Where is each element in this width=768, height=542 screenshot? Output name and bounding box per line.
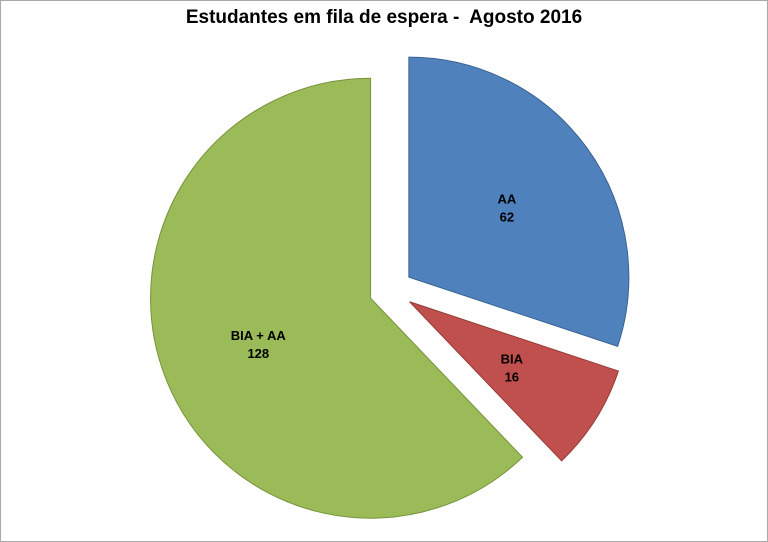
pie-label-name-bia-aa: BIA + AA	[231, 328, 287, 343]
pie-label-value-bia: 16	[505, 370, 519, 385]
chart-title: Estudantes em fila de espera - Agosto 20…	[185, 7, 583, 28]
pie-label-value-bia-aa: 128	[247, 346, 269, 361]
pie-label-value-aa: 62	[500, 209, 514, 224]
pie-slice-bia	[409, 301, 620, 462]
pie-label-name-aa: AA	[498, 191, 517, 206]
pie-slice-aa	[408, 56, 630, 348]
pie-label-name-bia: BIA	[501, 352, 524, 367]
pie-slice-bia-aa	[150, 77, 524, 519]
